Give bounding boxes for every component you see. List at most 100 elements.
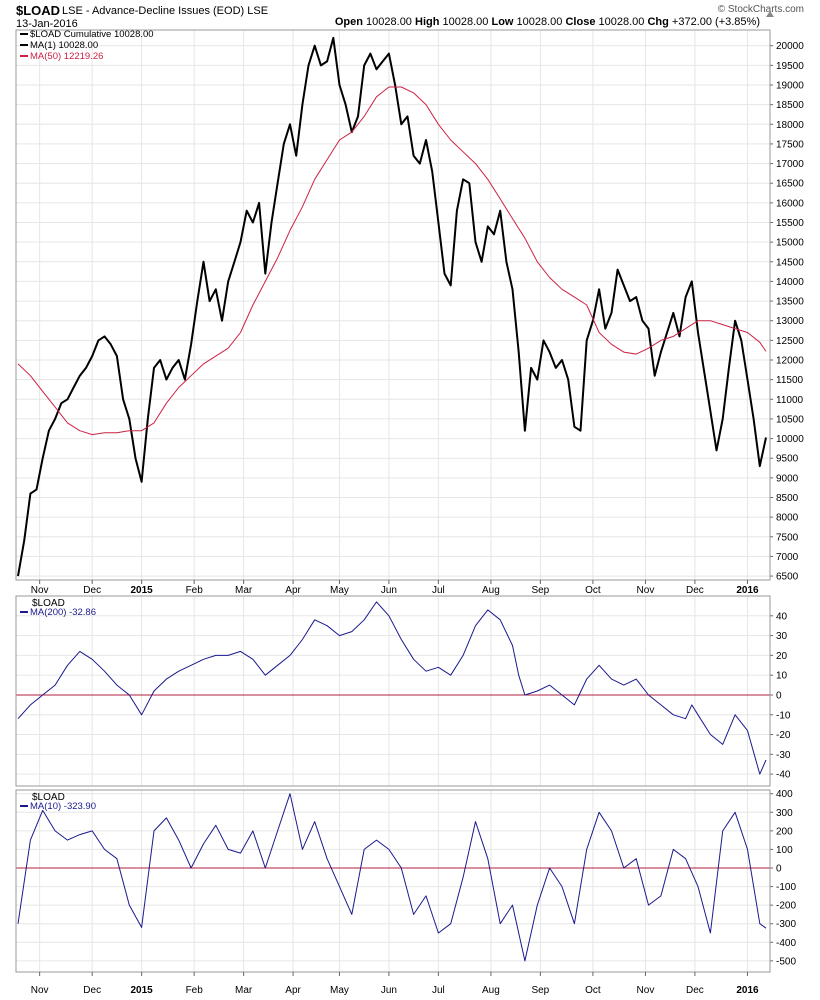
low-value: 10028.00 bbox=[516, 16, 563, 28]
y-tick-label: -20 bbox=[776, 730, 791, 741]
y-tick-label: 13500 bbox=[776, 297, 804, 308]
y-tick-label: 18500 bbox=[776, 100, 804, 111]
series-line-main-1 bbox=[17, 86, 767, 436]
panel-main bbox=[15, 29, 773, 581]
x-tick-label-bottom: May bbox=[330, 985, 349, 996]
x-tick-label-main: Nov bbox=[31, 585, 49, 596]
chart-date: 13-Jan-2016 bbox=[16, 18, 78, 30]
y-tick-label: 9000 bbox=[776, 473, 799, 484]
y-tick-label: -400 bbox=[776, 938, 796, 949]
y-tick-label: -300 bbox=[776, 919, 796, 930]
legend-entry: MA(50) 12219.26 bbox=[30, 51, 103, 62]
x-tick-label-main: Dec bbox=[686, 585, 704, 596]
chart-symbol: $LOAD bbox=[16, 3, 61, 18]
y-tick-label: 100 bbox=[776, 845, 793, 856]
panel-border bbox=[15, 789, 771, 973]
x-tick-label-bottom: Mar bbox=[235, 985, 253, 996]
y-tick-label: 10000 bbox=[776, 434, 804, 445]
x-tick-label-main: 2016 bbox=[736, 585, 759, 596]
panel-indicator1 bbox=[15, 595, 773, 787]
legend-swatch bbox=[20, 44, 28, 46]
y-tick-label: 7000 bbox=[776, 552, 799, 563]
panel-indicator2 bbox=[15, 789, 773, 973]
y-tick-label: 20 bbox=[776, 651, 788, 662]
series-line-indicator1-0 bbox=[17, 601, 767, 775]
legend-swatch bbox=[20, 33, 28, 35]
y-tick-label: 0 bbox=[776, 864, 782, 875]
x-tick-label-bottom: Dec bbox=[83, 985, 101, 996]
y-tick-label: 10 bbox=[776, 671, 788, 682]
y-tick-label: 14000 bbox=[776, 277, 804, 288]
stockcharts-credit[interactable]: © StockCharts.com bbox=[717, 4, 804, 15]
y-tick-label: 13000 bbox=[776, 316, 804, 327]
y-tick-label: -200 bbox=[776, 901, 796, 912]
y-tick-label: -500 bbox=[776, 956, 796, 967]
y-tick-label: 8500 bbox=[776, 493, 799, 504]
y-tick-label: 14500 bbox=[776, 257, 804, 268]
open-label: Open bbox=[334, 16, 363, 28]
y-tick-label: 15500 bbox=[776, 218, 804, 229]
x-tick-label-main: Sep bbox=[531, 585, 549, 596]
legend-entry: MA(200) -32.86 bbox=[30, 607, 96, 618]
chg-value: +372.00 (+3.85%) bbox=[671, 16, 760, 28]
low-label: Low bbox=[491, 16, 514, 28]
panel-border bbox=[15, 29, 771, 581]
y-tick-label: 17500 bbox=[776, 139, 804, 150]
legend-entry: MA(1) 10028.00 bbox=[30, 40, 98, 51]
chart-link-icon bbox=[766, 11, 774, 17]
legend-swatch bbox=[20, 611, 28, 613]
y-tick-label: 300 bbox=[776, 808, 793, 819]
legend-entry: MA(10) -323.90 bbox=[30, 801, 96, 812]
y-tick-label: 6500 bbox=[776, 572, 799, 583]
x-tick-label-bottom: Apr bbox=[285, 985, 301, 996]
x-tick-label-main: 2015 bbox=[131, 585, 154, 596]
x-tick-label-bottom: Feb bbox=[186, 985, 204, 996]
high-value: 10028.00 bbox=[442, 16, 489, 28]
x-tick-label-bottom: 2015 bbox=[131, 985, 154, 996]
open-value: 10028.00 bbox=[366, 16, 412, 28]
y-tick-label: 19000 bbox=[776, 81, 804, 92]
x-tick-label-bottom: Jul bbox=[432, 985, 445, 996]
y-tick-label: 16000 bbox=[776, 198, 804, 209]
ohlc-readout: Open 10028.00 High 10028.00 Low 10028.00… bbox=[335, 16, 760, 28]
x-tick-label-main: Apr bbox=[285, 585, 301, 596]
y-tick-label: 8000 bbox=[776, 513, 799, 524]
y-tick-label: 0 bbox=[776, 690, 782, 701]
legend-entry: $LOAD Cumulative 10028.00 bbox=[30, 29, 154, 40]
y-tick-label: 7500 bbox=[776, 532, 799, 543]
x-tick-label-main: Jul bbox=[432, 585, 445, 596]
y-tick-label: 17000 bbox=[776, 159, 804, 170]
y-tick-label: -10 bbox=[776, 710, 791, 721]
high-label: High bbox=[415, 16, 440, 28]
y-tick-label: 19500 bbox=[776, 61, 804, 72]
y-tick-label: 20000 bbox=[776, 41, 804, 52]
x-tick-label-bottom: Jun bbox=[381, 985, 397, 996]
y-tick-label: 400 bbox=[776, 789, 793, 800]
chart-description: LSE - Advance-Decline Issues (EOD) LSE bbox=[62, 5, 269, 17]
x-tick-label-main: Mar bbox=[235, 585, 253, 596]
legend-swatch bbox=[20, 55, 28, 57]
panel-border bbox=[15, 595, 771, 787]
x-tick-label-bottom: Oct bbox=[585, 985, 601, 996]
y-tick-label: 11000 bbox=[776, 395, 804, 406]
y-tick-label: 200 bbox=[776, 826, 793, 837]
y-tick-label: 18000 bbox=[776, 120, 804, 131]
x-tick-label-main: Dec bbox=[83, 585, 101, 596]
x-tick-label-bottom: Dec bbox=[686, 985, 704, 996]
panel-label: $LOAD bbox=[32, 598, 65, 609]
y-tick-label: -100 bbox=[776, 882, 796, 893]
y-tick-label: 40 bbox=[776, 611, 788, 622]
x-tick-label-bottom: Aug bbox=[482, 985, 500, 996]
y-tick-label: 10500 bbox=[776, 414, 804, 425]
x-tick-label-main: Aug bbox=[482, 585, 500, 596]
close-label: Close bbox=[565, 16, 596, 28]
x-tick-label-main: Nov bbox=[637, 585, 655, 596]
series-line-main-0 bbox=[17, 36, 767, 577]
legend-swatch bbox=[20, 805, 28, 807]
y-tick-label: -30 bbox=[776, 750, 791, 761]
x-tick-label-main: Feb bbox=[186, 585, 204, 596]
y-tick-label: 15000 bbox=[776, 238, 804, 249]
y-tick-label: 16500 bbox=[776, 179, 804, 190]
y-tick-label: -40 bbox=[776, 770, 791, 781]
